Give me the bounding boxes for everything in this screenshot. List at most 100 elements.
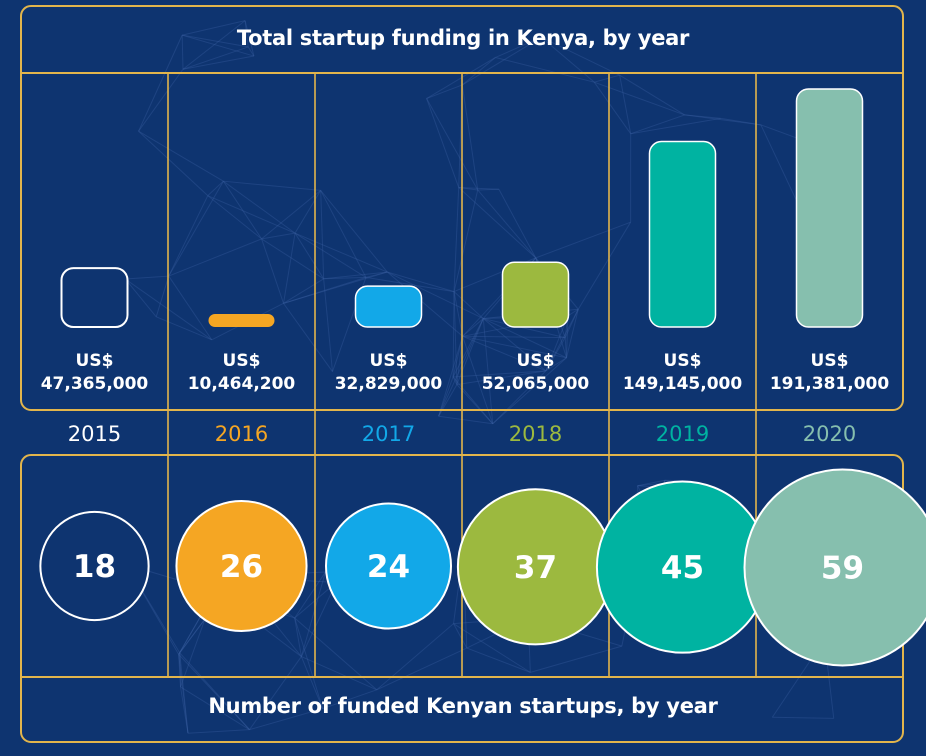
funding-bar [648,140,717,328]
network-line [300,582,337,657]
network-line [283,233,296,304]
network-line [125,275,169,280]
network-line [462,335,567,359]
funding-bar [795,88,864,328]
network-line [179,652,189,734]
network-line [462,36,542,86]
network-line [458,186,499,190]
network-line [247,46,255,57]
funding-currency-label: US$ [811,351,849,371]
network-line [619,74,685,116]
network-line [386,271,463,337]
funding-currency-label: US$ [517,351,555,371]
network-line [452,318,484,378]
network-line [178,654,189,734]
network-line [545,309,579,372]
network-line [249,656,302,730]
year-label: 2020 [803,422,856,446]
network-line [138,130,224,182]
network-line [458,187,537,259]
funding-value-label: 52,065,000 [482,374,590,394]
network-line [181,35,184,70]
funding-bar [354,285,423,328]
network-line [300,571,326,657]
network-line [453,189,479,292]
funding-value-label: 47,365,000 [41,374,149,394]
network-line [426,98,460,188]
funding-currency-label: US$ [223,351,261,371]
network-line [760,124,802,211]
funding-chart-title: Total startup funding in Kenya, by year [236,26,690,50]
startup-count-label: 24 [367,549,410,585]
network-line [498,189,537,259]
network-line [492,370,547,425]
year-label: 2016 [215,422,268,446]
network-line [294,232,325,280]
network-line [594,74,620,83]
network-line [124,278,157,318]
network-line [249,708,323,731]
network-line [294,571,326,619]
network-line [320,190,388,273]
network-line [283,271,388,304]
network-line [630,114,685,135]
network-line [565,315,569,358]
year-label: 2019 [656,422,709,446]
network-line [138,34,183,132]
network-line [619,75,632,134]
network-line [567,308,579,317]
startup-count-label: 37 [514,550,557,586]
network-line [207,180,224,197]
network-line [294,617,324,709]
funding-bar [208,313,275,327]
network-line [261,238,324,280]
network-line [180,686,189,734]
network-line [178,652,181,655]
network-line [178,654,250,730]
network-line [244,20,249,47]
network-line [461,84,479,191]
network-line [300,656,324,709]
network-line [477,189,537,259]
funding-currency-label: US$ [370,351,408,371]
network-line [155,275,170,317]
network-line [482,318,547,372]
network-line [453,291,458,385]
network-line [541,36,620,76]
network-line [387,271,455,293]
startup-bubble [39,510,150,622]
network-line [387,271,484,320]
network-line [222,180,263,240]
network-line [323,271,388,280]
network-line [477,188,499,191]
funding-bar [501,261,570,328]
network-line [283,303,333,372]
funding-value-label: 191,381,000 [770,374,890,394]
network-line [178,654,182,687]
network-line [223,180,321,191]
network-line [301,656,377,691]
network-line [168,238,262,277]
network-line [462,318,484,337]
network-line [482,318,494,424]
network-line [182,34,249,48]
network-line [376,647,467,691]
network-line [168,180,224,277]
network-line [207,195,296,234]
network-line [180,686,250,731]
network-line [323,278,333,372]
network-line [187,729,250,734]
network-line [426,98,479,191]
network-line [320,190,367,278]
network-line [772,716,834,719]
network-line [453,187,460,292]
network-line [261,238,284,304]
network-line [452,376,494,425]
funding-currency-label: US$ [664,351,702,371]
network-line [182,46,249,70]
network-line [223,180,296,234]
network-line [376,623,454,691]
network-line [483,318,567,359]
network-line [456,370,546,386]
network-line [593,81,632,135]
